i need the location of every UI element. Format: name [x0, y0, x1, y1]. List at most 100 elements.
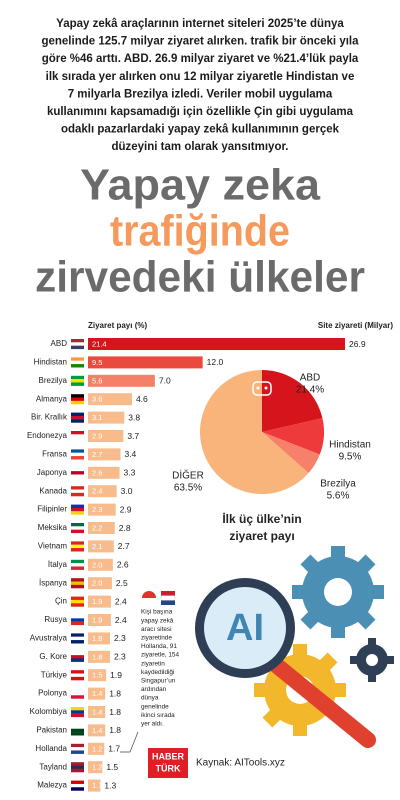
flag-stripe	[71, 507, 84, 512]
share-label: 1.8	[92, 634, 102, 643]
category-label: Japonya	[37, 468, 68, 477]
gear-blue	[292, 546, 384, 638]
flag-stripe	[71, 621, 84, 626]
share-label: 21.4	[92, 339, 107, 348]
flag-stripe	[71, 563, 84, 567]
visit-label: 3.4	[124, 449, 136, 459]
category-label: Polonya	[38, 689, 67, 698]
share-label: 2.9	[92, 431, 102, 440]
visit-label: 1.8	[109, 688, 121, 698]
flag-stripe	[71, 492, 84, 497]
flag-stripe	[71, 382, 84, 386]
flag-stripe	[71, 762, 84, 766]
pie-slice	[262, 432, 320, 474]
pie-slice	[262, 418, 324, 455]
category-label: İtalya	[48, 560, 68, 569]
flag-stripe	[71, 710, 84, 714]
visit-label: 2.4	[115, 596, 127, 606]
note-line: yer aldı.	[141, 720, 164, 727]
note-line: Hollanda, 91	[141, 643, 177, 650]
category-label: Brezilya	[39, 376, 68, 385]
flag-stripe	[71, 375, 84, 380]
share-label: 2.6	[92, 468, 102, 477]
visit-label: 2.4	[115, 615, 127, 625]
flag-stripe	[71, 360, 84, 365]
visit-label: 7.0	[159, 376, 171, 386]
flag-stripe	[71, 437, 84, 442]
bar	[88, 393, 132, 406]
flag-stripe	[71, 750, 84, 754]
flag-stripe	[71, 783, 84, 788]
slice-value: 21.4%	[296, 385, 324, 396]
bar	[88, 466, 120, 479]
category-label: Rusya	[44, 615, 67, 624]
share-label: 2.2	[92, 523, 102, 532]
category-label: Kolombiya	[30, 707, 68, 716]
share-label: 1.9	[92, 615, 102, 624]
share-label: 1.8	[92, 652, 102, 661]
bar	[88, 503, 116, 516]
share-label: 1.4	[92, 707, 102, 716]
flag-stripe	[71, 397, 84, 401]
share-label: 1.2	[92, 744, 102, 753]
category-label: Fransa	[42, 450, 67, 459]
flag-stripe	[71, 486, 84, 490]
share-label: 1.1	[92, 781, 102, 790]
flag-stripe	[71, 707, 84, 711]
flag-stripe	[71, 566, 84, 570]
flag-stripe	[71, 345, 84, 350]
category-label: Hindistan	[34, 358, 67, 367]
bar	[88, 779, 101, 792]
visit-label: 2.3	[114, 652, 126, 662]
headline-line: trafiğinde	[110, 207, 290, 256]
note-line: genelinde	[141, 703, 169, 710]
flag-stripe	[71, 655, 84, 659]
headline-line: Yapay zeka	[80, 161, 321, 210]
flag-stripe	[71, 419, 84, 423]
flag-stripe	[71, 713, 84, 718]
illustration: AI	[195, 546, 394, 748]
bar	[88, 742, 105, 755]
category-label: Çin	[55, 597, 67, 606]
visit-label: 2.3	[114, 633, 126, 643]
flag-stripe	[71, 456, 84, 460]
flag-stripe	[71, 581, 84, 585]
bar	[88, 522, 115, 534]
note-line: aracı sitesi	[141, 626, 172, 633]
note-line: dünya	[141, 695, 159, 702]
flag-stripe	[71, 615, 84, 619]
slice-value: 9.5%	[339, 452, 362, 463]
bar	[88, 448, 121, 461]
flag-stripe	[71, 673, 84, 677]
category-label: Tayland	[39, 762, 67, 771]
series-name: Ziyaret payı (%)	[88, 321, 147, 330]
share-label: 2.0	[92, 560, 102, 569]
flag-stripe	[71, 526, 84, 530]
flag-stripe	[71, 434, 84, 438]
pie-slice	[262, 370, 323, 432]
share-label: 1.4	[92, 726, 102, 735]
category-label: Türkiye	[41, 670, 68, 679]
flag-stripe	[71, 511, 84, 515]
share-label: 3.1	[92, 413, 102, 422]
visit-label: 1.5	[106, 762, 118, 772]
flag-stripe	[71, 364, 84, 368]
visit-label: 1.7	[108, 744, 120, 754]
flag-stripe	[71, 415, 84, 420]
source: Kaynak: AITools.xyz	[196, 758, 285, 769]
bar	[88, 430, 124, 442]
flag-stripe	[71, 618, 84, 622]
visit-label: 3.7	[127, 431, 139, 441]
bar	[88, 338, 345, 350]
share-label: 1.2	[92, 763, 102, 772]
flag-stripe	[71, 732, 84, 736]
category-label: Almanya	[36, 394, 68, 403]
bar	[88, 724, 106, 737]
bar	[88, 558, 113, 571]
intro-line: düzeyini tam olarak yansıtmıyor.	[111, 141, 288, 153]
series-name: Site ziyareti (Milyar)	[318, 321, 393, 330]
share-label: 1.9	[92, 597, 102, 606]
share-label: 2.3	[92, 505, 102, 514]
